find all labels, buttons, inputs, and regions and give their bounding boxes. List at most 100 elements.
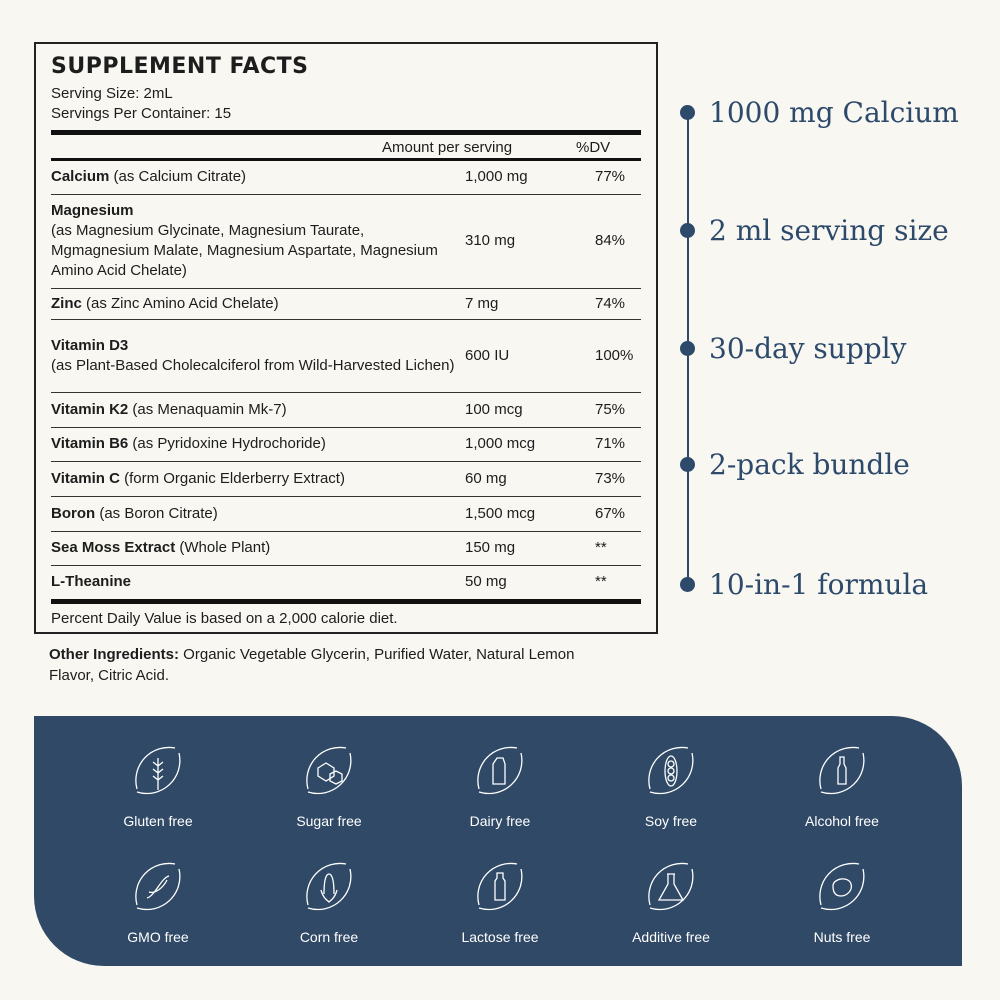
nutrient-source: (as Pyridoxine Hydrochoride) xyxy=(128,435,326,452)
nutrient-dv: 100% xyxy=(595,319,641,393)
nutrient-name: Magnesium xyxy=(51,202,134,219)
nutrient-amount: 310 mg xyxy=(465,194,595,289)
footnote: Percent Daily Value is based on a 2,000 … xyxy=(51,609,398,627)
soybean-icon xyxy=(648,746,694,795)
bullet-dot-icon xyxy=(680,223,695,238)
highlight-text: 2 ml serving size xyxy=(709,214,949,247)
badge-lactose-free: Lactose free xyxy=(430,852,570,945)
facts-title: SUPPLEMENT FACTS xyxy=(51,54,309,79)
badge-label: Soy free xyxy=(644,813,698,829)
nutrient-dv: ** xyxy=(595,531,641,566)
nut-icon xyxy=(819,862,865,911)
bullet-dot-icon xyxy=(680,105,695,120)
wheat-icon xyxy=(135,746,181,795)
nutrient-row: Calcium (as Calcium Citrate) 1,000 mg 77… xyxy=(51,161,641,195)
badge-additive-free: Additive free xyxy=(601,852,741,945)
nutrient-dv: ** xyxy=(595,565,641,604)
highlight-text: 2-pack bundle xyxy=(709,448,910,481)
col-dv: %DV xyxy=(576,139,611,156)
nutrient-name: Vitamin D3 xyxy=(51,336,129,354)
highlight-item: 30-day supply xyxy=(680,332,906,365)
highlight-item: 1000 mg Calcium xyxy=(680,96,959,129)
badge-label: Gluten free xyxy=(123,813,193,829)
nutrient-row: Boron (as Boron Citrate) 1,500 mcg 67% xyxy=(51,496,641,532)
nutrient-source: (as Calcium Citrate) xyxy=(109,168,247,186)
highlight-text: 1000 mg Calcium xyxy=(709,96,959,129)
nutrient-dv: 75% xyxy=(595,392,641,428)
sugar-cube-icon xyxy=(306,746,352,795)
nutrient-source: (as Plant-Based Cholecalciferol from Wil… xyxy=(51,356,455,374)
highlight-text: 10-in-1 formula xyxy=(709,568,929,601)
badge-nuts-free: Nuts free xyxy=(772,852,912,945)
nutrient-row: Vitamin C (form Organic Elderberry Extra… xyxy=(51,461,641,497)
flask-icon xyxy=(648,862,694,911)
highlight-item: 10-in-1 formula xyxy=(680,568,928,601)
bullet-dot-icon xyxy=(680,341,695,356)
badge-label: Dairy free xyxy=(469,813,531,829)
nutrient-dv: 73% xyxy=(595,461,641,497)
badge-sugar-free: Sugar free xyxy=(259,736,399,829)
nutrient-table: Calcium (as Calcium Citrate) 1,000 mg 77… xyxy=(51,161,641,604)
nutrient-dv: 77% xyxy=(595,161,641,195)
nutrient-source: (Whole Plant) xyxy=(175,539,271,556)
milk-carton-icon xyxy=(477,746,523,795)
nutrient-dv: 84% xyxy=(595,194,641,289)
nutrient-source: (as Boron Citrate) xyxy=(95,504,218,522)
nutrient-amount: 600 IU xyxy=(465,319,595,393)
nutrient-name: Calcium xyxy=(51,168,110,186)
badge-label: Alcohol free xyxy=(805,813,879,829)
nutrient-source: (as Zinc Amino Acid Chelate) xyxy=(81,294,279,312)
nutrient-amount: 50 mg xyxy=(465,565,595,604)
badge-label: Additive free xyxy=(632,929,710,945)
badge-label: Sugar free xyxy=(296,813,362,829)
nutrient-source: (as Menaquamin Mk-7) xyxy=(128,400,287,418)
nutrient-dv: 71% xyxy=(595,427,641,462)
nutrient-name: Boron xyxy=(51,504,96,522)
servings-per-container: Servings Per Container: 15 xyxy=(51,105,232,122)
nutrient-amount: 1,500 mcg xyxy=(465,496,595,532)
free-from-panel: Gluten free Sugar free Dairy free Soy fr… xyxy=(34,716,962,966)
nutrient-row: Magnesium (as Magnesium Glycinate, Magnes… xyxy=(51,194,641,289)
dna-icon xyxy=(135,862,181,911)
badge-alcohol-free: Alcohol free xyxy=(772,736,912,829)
badge-label: GMO free xyxy=(127,929,189,945)
nutrient-row: Vitamin K2 (as Menaquamin Mk-7) 100 mcg … xyxy=(51,392,641,428)
nutrient-name: Vitamin C xyxy=(51,469,120,487)
nutrient-name: Vitamin B6 xyxy=(51,435,129,452)
badge-gmo-free: GMO free xyxy=(88,852,228,945)
nutrient-source: (form Organic Elderberry Extract) xyxy=(119,469,345,487)
col-amount: Amount per serving xyxy=(382,139,513,156)
nutrient-row: L-Theanine 50 mg ** xyxy=(51,565,641,604)
nutrient-dv: 74% xyxy=(595,288,641,320)
nutrient-source: (as Magnesium Glycinate, Magnesium Taura… xyxy=(51,222,438,279)
badge-label: Lactose free xyxy=(461,929,539,945)
highlight-item: 2-pack bundle xyxy=(680,448,910,481)
badge-label: Corn free xyxy=(299,929,359,945)
nutrient-name: Vitamin K2 xyxy=(51,400,129,418)
nutrient-amount: 150 mg xyxy=(465,531,595,566)
bottle-icon xyxy=(819,746,865,795)
corn-icon xyxy=(306,862,352,911)
badge-dairy-free: Dairy free xyxy=(430,736,570,829)
nutrient-row: Vitamin D3 (as Plant-Based Cholecalcifero… xyxy=(51,319,641,393)
badge-corn-free: Corn free xyxy=(259,852,399,945)
other-ingredients-label: Other Ingredients: xyxy=(49,646,180,663)
highlight-text: 30-day supply xyxy=(709,332,907,365)
bullet-dot-icon xyxy=(680,457,695,472)
nutrient-row: Zinc (as Zinc Amino Acid Chelate) 7 mg 7… xyxy=(51,288,641,320)
nutrient-amount: 60 mg xyxy=(465,461,595,497)
nutrient-amount: 1,000 mg xyxy=(465,161,595,195)
nutrient-name: L-Theanine xyxy=(51,573,132,590)
table-header: Amount per serving %DV xyxy=(51,130,641,161)
milk-bottle-icon xyxy=(477,862,523,911)
nutrient-row: Vitamin B6 (as Pyridoxine Hydrochoride) … xyxy=(51,427,641,462)
nutrient-name: Sea Moss Extract xyxy=(51,539,176,556)
badge-soy-free: Soy free xyxy=(601,736,741,829)
badge-gluten-free: Gluten free xyxy=(88,736,228,829)
highlight-item: 2 ml serving size xyxy=(680,214,949,247)
serving-size: Serving Size: 2mL xyxy=(51,85,173,102)
nutrient-amount: 1,000 mcg xyxy=(465,427,595,462)
other-ingredients: Other Ingredients: Organic Vegetable Gly… xyxy=(49,644,609,686)
nutrient-amount: 7 mg xyxy=(465,288,595,320)
badge-label: Nuts free xyxy=(813,929,871,945)
